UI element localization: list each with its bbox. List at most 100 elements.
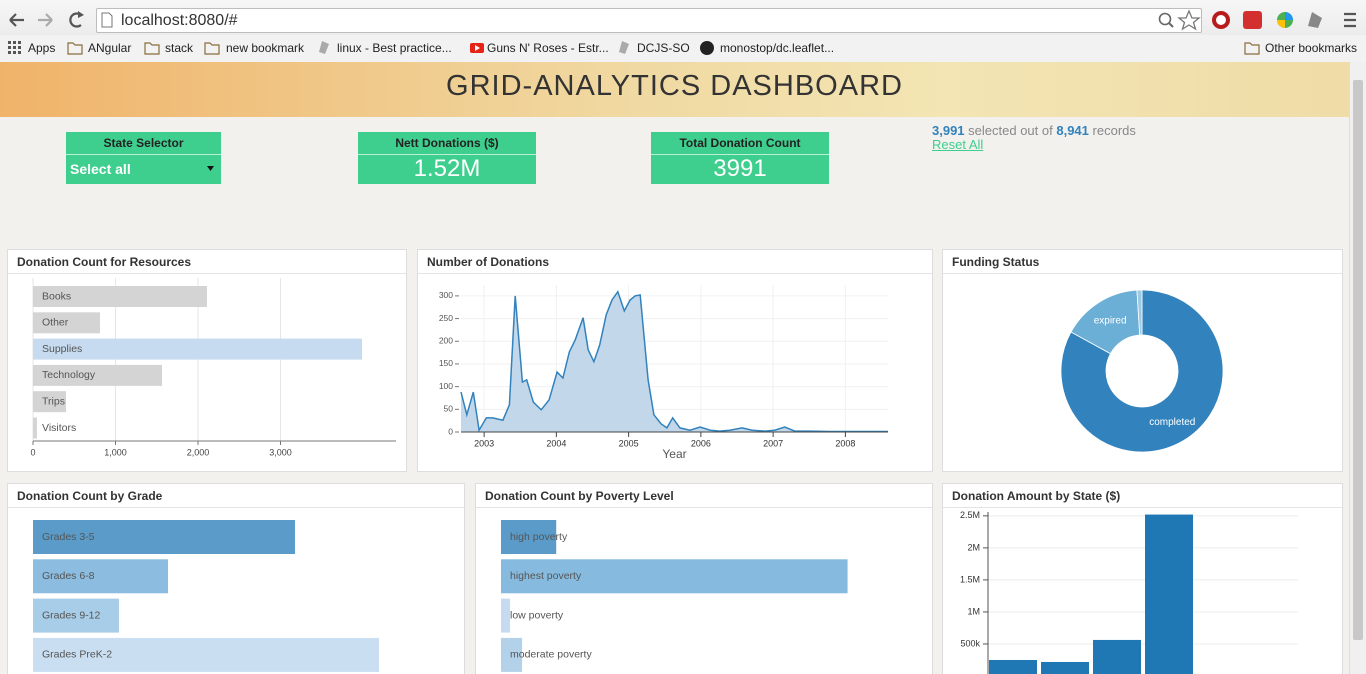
record-count: 3,991 selected out of 8,941 records bbox=[932, 123, 1136, 138]
y-tick-label: 1M bbox=[967, 606, 980, 616]
page-icon bbox=[101, 12, 113, 28]
dashboard-title: GRID-ANALYTICS DASHBOARD bbox=[446, 70, 903, 102]
bar-label: Technology bbox=[42, 369, 96, 381]
widget-value: 3991 bbox=[713, 155, 767, 182]
bar bbox=[33, 364, 163, 386]
panel-title: Donation Amount by State ($) bbox=[943, 484, 1342, 508]
chart-panel: Donation Amount by State ($) bbox=[942, 483, 1343, 674]
bookmark[interactable]: Apps bbox=[28, 41, 56, 55]
x-axis-label: Year bbox=[662, 447, 686, 461]
bar bbox=[33, 637, 379, 672]
record-text: records bbox=[1092, 123, 1136, 138]
toolbar-icons[interactable] bbox=[1156, 8, 1366, 34]
x-tick-label: 2007 bbox=[763, 438, 783, 448]
chart-panel: Number of Donations bbox=[417, 249, 933, 472]
widget-label: Total Donation Count bbox=[651, 132, 829, 155]
bar bbox=[501, 559, 848, 594]
bookmark[interactable]: DCJS-SO bbox=[637, 41, 690, 55]
panel-title: Donation Count by Poverty Level bbox=[476, 484, 932, 508]
selected-count: 3,991 bbox=[932, 123, 965, 138]
bar bbox=[33, 338, 363, 360]
bar bbox=[33, 520, 295, 554]
record-text: selected out of bbox=[968, 123, 1053, 138]
widget-label: Nett Donations ($) bbox=[358, 132, 536, 155]
bar-label: Grades 3-5 bbox=[42, 531, 95, 543]
x-tick-label: 2003 bbox=[474, 438, 494, 448]
bookmark[interactable]: linux - Best practice... bbox=[337, 41, 452, 55]
widget-label: State Selector bbox=[66, 132, 221, 155]
total-count: 8,941 bbox=[1056, 123, 1089, 138]
y-tick-label: 2M bbox=[967, 542, 980, 552]
bar bbox=[501, 520, 557, 554]
line bbox=[460, 290, 888, 433]
x-tick-label: 3,000 bbox=[269, 447, 292, 457]
bar bbox=[33, 312, 100, 334]
panel-title: Donation Count for Resources bbox=[8, 250, 406, 274]
bookmark[interactable]: new bookmark bbox=[226, 41, 305, 55]
x-tick-label: 2004 bbox=[546, 438, 566, 448]
bookmark[interactable]: stack bbox=[165, 41, 194, 55]
bookmark[interactable]: Guns N' Roses - Estr... bbox=[487, 41, 609, 55]
y-tick-label: 0 bbox=[448, 426, 453, 436]
bar-label: Grades 6-8 bbox=[42, 570, 95, 582]
bookmark[interactable]: ANgular bbox=[88, 41, 132, 55]
x-tick-label: 2006 bbox=[691, 438, 711, 448]
bar bbox=[501, 598, 511, 633]
bar bbox=[33, 417, 37, 439]
nav-buttons[interactable] bbox=[0, 0, 96, 35]
bar bbox=[1093, 639, 1141, 674]
slice-label: completed bbox=[1149, 417, 1195, 428]
bar-label: low poverty bbox=[510, 609, 564, 621]
select-value[interactable]: Select all bbox=[70, 161, 131, 177]
bar-label: high poverty bbox=[510, 531, 568, 543]
y-tick-label: 100 bbox=[439, 381, 453, 391]
y-tick-label: 250 bbox=[439, 313, 453, 323]
bookmark[interactable]: monostop/dc.leaflet... bbox=[720, 41, 835, 55]
bar bbox=[33, 559, 169, 594]
bar-label: Trips bbox=[42, 395, 65, 407]
header-band bbox=[0, 62, 1349, 117]
bar-label: Grades PreK-2 bbox=[42, 649, 112, 661]
bookmarks-bar: Apps ANgular stack new bookmark linux - … bbox=[0, 35, 1366, 63]
panel-title: Donation Count by Grade bbox=[8, 484, 464, 508]
scrollbar[interactable] bbox=[1349, 62, 1366, 674]
area bbox=[461, 291, 888, 432]
bar bbox=[33, 286, 207, 307]
bar-label: highest poverty bbox=[510, 570, 582, 582]
bar-label: Books bbox=[42, 290, 71, 302]
y-tick-label: 2.5M bbox=[960, 510, 980, 520]
panel-title: Funding Status bbox=[943, 250, 1342, 274]
widget-value: 1.52M bbox=[413, 155, 481, 182]
bar bbox=[501, 637, 523, 672]
bar bbox=[1041, 661, 1089, 674]
x-tick-label: 1,000 bbox=[104, 447, 127, 457]
bar bbox=[33, 598, 119, 633]
bookmark[interactable]: Other bookmarks bbox=[1265, 41, 1358, 55]
dropdown-arrow bbox=[207, 166, 214, 171]
bar-label: Other bbox=[42, 317, 69, 329]
browser-toolbar: localhost:8080/# bbox=[0, 0, 1366, 35]
state-selector[interactable]: State Selector Select all bbox=[66, 132, 221, 184]
y-tick-label: 1.5M bbox=[960, 574, 980, 584]
y-tick-label: 50 bbox=[444, 404, 454, 414]
bar-label: Supplies bbox=[42, 343, 82, 355]
donut-slice bbox=[1136, 289, 1143, 336]
address-bar[interactable]: localhost:8080/# bbox=[96, 8, 1202, 33]
bar-label: Visitors bbox=[42, 422, 76, 434]
slice-label: expired bbox=[1094, 315, 1127, 326]
bar bbox=[1145, 514, 1193, 674]
reset-link[interactable]: Reset All bbox=[932, 137, 984, 152]
donation-count-widget: Total Donation Count 3991 bbox=[651, 132, 829, 184]
x-tick-label: 2,000 bbox=[187, 447, 210, 457]
y-tick-label: 300 bbox=[439, 290, 453, 300]
bar-label: Grades 9-12 bbox=[42, 609, 101, 621]
x-tick-label: 2005 bbox=[619, 438, 639, 448]
x-tick-label: 0 bbox=[30, 447, 35, 457]
nett-donations-widget: Nett Donations ($) 1.52M bbox=[358, 132, 536, 184]
y-tick-label: 200 bbox=[439, 336, 453, 346]
y-tick-label: 150 bbox=[439, 358, 453, 368]
bar bbox=[33, 391, 66, 413]
y-tick-label: 500k bbox=[960, 638, 980, 648]
